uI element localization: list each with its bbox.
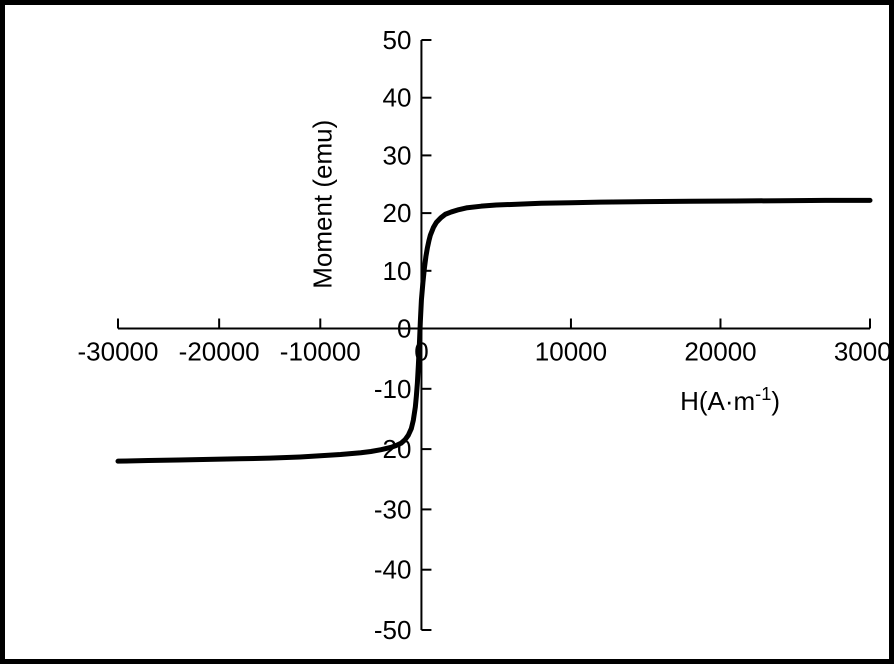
hysteresis-curve	[118, 200, 870, 461]
y-tick-label: 20	[383, 198, 412, 228]
y-tick-label: -40	[374, 555, 412, 585]
x-tick-label: 30000	[834, 337, 894, 367]
chart-container: -30000-20000-100000100002000030000-50-40…	[10, 10, 884, 654]
y-tick-label: 40	[383, 83, 412, 113]
x-tick-label: -20000	[179, 337, 260, 367]
x-tick-label: 20000	[684, 337, 756, 367]
x-tick-label: -30000	[78, 337, 159, 367]
x-axis-label: H(A·m-1)	[680, 384, 780, 416]
y-axis-label: Moment (emu)	[307, 120, 337, 289]
y-tick-label: 10	[383, 256, 412, 286]
y-tick-label: 30	[383, 140, 412, 170]
y-tick-label: 50	[383, 25, 412, 55]
chart-frame: -30000 -20000 -10000 0 10000 20000 30000 -50 -40…	[0, 0, 894, 664]
y-tick-label: -30	[374, 494, 412, 524]
x-tick-label: -10000	[280, 337, 361, 367]
x-tick-label: 10000	[535, 337, 607, 367]
y-tick-label: 0	[397, 314, 411, 344]
y-tick-label: -50	[374, 615, 412, 645]
y-tick-label: -10	[374, 374, 412, 404]
hysteresis-chart: -30000 -20000 -10000 0 10000 20000 30000 -50 -40…	[10, 10, 894, 664]
